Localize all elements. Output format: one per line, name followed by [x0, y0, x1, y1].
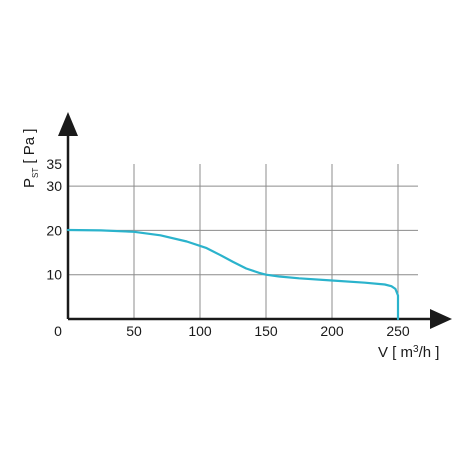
- x-axis-label: V [ m3/h ]: [378, 344, 439, 361]
- x-tick-label-200: 200: [320, 323, 344, 339]
- series-line-0: [66, 228, 400, 321]
- tick-labels: 50 100 150 200 250 10 20 30 35 0: [46, 156, 409, 339]
- x-tick-label-100: 100: [188, 323, 212, 339]
- x-tick-label-250: 250: [386, 323, 410, 339]
- x-axis-arrow: [430, 309, 452, 329]
- y-axis-label: PST [ Pa ]: [21, 129, 40, 188]
- y-tick-label-20: 20: [46, 222, 62, 238]
- axis-labels: V [ m3/h ] PST [ Pa ]: [21, 129, 439, 361]
- origin-label: 0: [54, 323, 62, 339]
- series: [66, 228, 400, 321]
- x-tick-label-150: 150: [254, 323, 278, 339]
- y-tick-label-30: 30: [46, 178, 62, 194]
- axes: [58, 112, 452, 329]
- y-tick-label-35: 35: [46, 156, 62, 172]
- y-tick-label-10: 10: [46, 267, 62, 283]
- x-tick-label-50: 50: [126, 323, 142, 339]
- grid: [68, 164, 418, 319]
- y-axis-arrow: [58, 112, 78, 136]
